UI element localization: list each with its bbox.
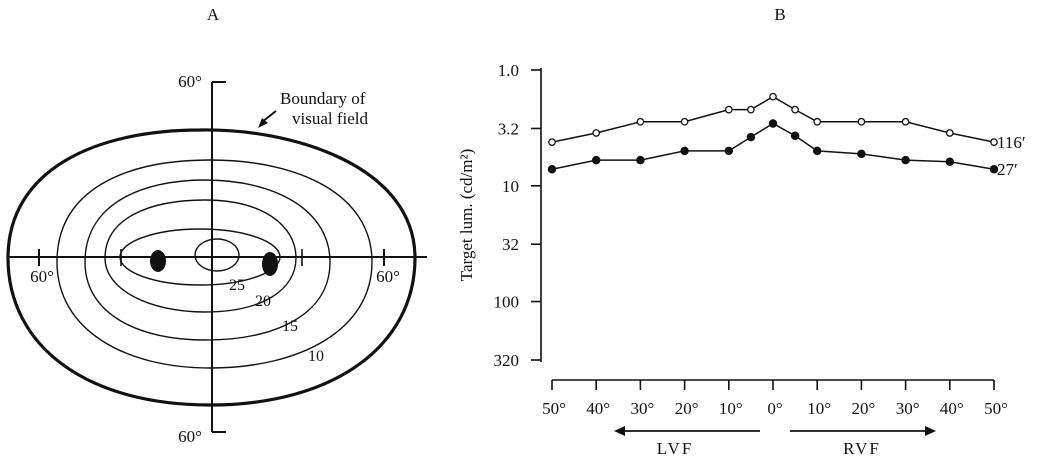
isopter-label: 20 [255, 293, 271, 310]
visual-field-boundary [6, 128, 417, 407]
x-tick-label: 10° [719, 399, 743, 418]
lvf-label: LVF [657, 439, 694, 458]
y-tick-label: 320 [494, 351, 520, 370]
data-point [990, 138, 998, 146]
series-labels: 116′ 27′ [997, 133, 1026, 179]
data-point [636, 117, 645, 126]
boundary-annotation-line1: Boundary of [280, 89, 366, 108]
isopter-10 [56, 159, 373, 369]
panel-b-label: B [774, 5, 785, 24]
data-point [680, 117, 689, 126]
data-point [812, 146, 822, 156]
isopter-label: 15 [282, 318, 298, 335]
x-tick-label: 0° [767, 399, 782, 418]
series-label: 27′ [997, 160, 1018, 179]
lvf-arrowhead [614, 426, 625, 436]
boundary-annotation-arrowhead [258, 118, 268, 128]
blind-spot-right [262, 252, 278, 276]
data-point [592, 129, 601, 137]
data-point [901, 117, 910, 126]
data-point [591, 155, 601, 165]
isopter-innermost [194, 238, 240, 272]
rvf-arrowhead [925, 426, 936, 436]
data-point [747, 105, 755, 114]
x-tick-label: 30° [630, 399, 654, 418]
x-tick-label: 40° [940, 399, 964, 418]
data-point [989, 164, 999, 174]
data-point [901, 155, 910, 165]
data-point [724, 105, 733, 114]
data-point [746, 132, 756, 142]
boundary-annotation-line2: visual field [292, 109, 369, 128]
x-tick-label: 10° [807, 399, 831, 418]
data-point [724, 146, 734, 156]
y-ticks: 1.0 3.2 10 32 100 320 [494, 61, 541, 370]
panel-a: A 60° 60° 60° 60° 25 20 15 10 Boundar [6, 5, 427, 446]
y-axis-label: Target lum. (cd/m²) [457, 149, 476, 281]
data-point [945, 129, 954, 137]
x-tick-label: 50° [984, 399, 1008, 418]
isopter-15 [84, 179, 331, 341]
data-point [636, 155, 645, 165]
series-line [551, 122, 995, 170]
x-tick-label: 50° [542, 399, 566, 418]
data-point [813, 117, 822, 126]
y-tick-label: 100 [494, 293, 520, 312]
data-point [857, 149, 866, 159]
axis-label-top: 60° [178, 72, 202, 91]
data-point [680, 146, 689, 156]
y-tick-label: 1.0 [498, 61, 519, 80]
x-tick-label: 40° [586, 399, 610, 418]
panel-b: B Target lum. (cd/m²) 1.0 3.2 10 32 100 320 5… [457, 5, 1026, 458]
series [547, 92, 999, 174]
data-point [945, 157, 955, 166]
axis-label-bottom: 60° [178, 427, 202, 446]
series-label: 116′ [997, 133, 1026, 152]
data-point [769, 92, 777, 101]
x-ticks: 50° 40° 30° 20° 10° 0° 10° 20° 30° 40° 50° [542, 380, 1008, 418]
x-tick-label: 20° [851, 399, 875, 418]
data-point [790, 131, 800, 141]
data-point [547, 164, 557, 174]
isopter-label: 25 [229, 277, 245, 294]
x-tick-label: 30° [896, 399, 920, 418]
y-tick-label: 3.2 [498, 119, 519, 138]
isopter-label: 10 [308, 348, 324, 365]
x-tick-label: 20° [675, 399, 699, 418]
rvf-label: RVF [843, 439, 881, 458]
data-point [791, 105, 799, 114]
data-point [548, 138, 556, 146]
axis-label-right: 60° [376, 267, 400, 286]
data-point [857, 117, 866, 126]
blind-spot-left [150, 250, 166, 272]
y-tick-label: 10 [502, 177, 519, 196]
panel-a-label: A [207, 5, 220, 24]
data-point [768, 119, 778, 128]
y-tick-label: 32 [502, 235, 519, 254]
axis-label-left: 60° [30, 267, 54, 286]
